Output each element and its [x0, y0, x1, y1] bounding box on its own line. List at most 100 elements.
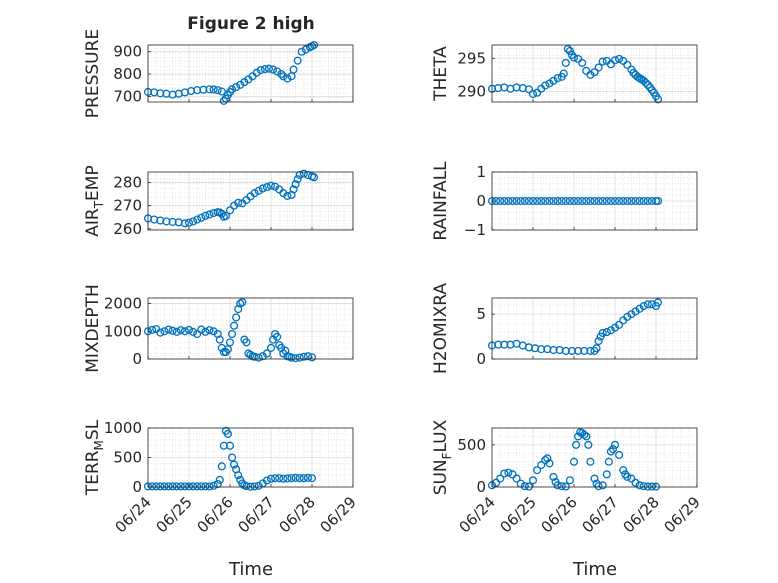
data-point: [283, 191, 292, 200]
data-point: [635, 481, 644, 490]
data-point: [213, 479, 222, 489]
subplot-theta: 290 295 THETA: [431, 44, 698, 104]
data-point: [176, 326, 185, 335]
data-point: [228, 453, 237, 462]
x-tick-label: 06/26: [538, 493, 581, 536]
data-point: [189, 482, 198, 491]
data-point: [537, 345, 546, 354]
data-point: [295, 474, 304, 483]
data-point: [533, 196, 542, 206]
data-point: [283, 474, 292, 483]
data-point: [164, 482, 173, 491]
data-point: [557, 482, 566, 491]
data-point: [176, 482, 185, 491]
data-point: [623, 312, 632, 321]
data-point: [528, 476, 538, 485]
data-point: [553, 196, 562, 206]
data-point: [635, 74, 644, 83]
data-point: [545, 79, 554, 88]
data-point: [236, 299, 245, 308]
data-point: [608, 445, 617, 454]
data-point: [254, 353, 263, 362]
data-point: [205, 326, 214, 335]
data-point: [590, 196, 599, 206]
data-point: [602, 470, 611, 479]
data-point: [647, 482, 656, 491]
data-point: [602, 328, 611, 337]
data-point: [569, 457, 579, 466]
data-point: [238, 298, 247, 307]
data-point: [619, 466, 628, 475]
data-point: [627, 310, 636, 319]
y-axis-label: RAINFALL: [431, 161, 451, 241]
y-tick-label: 0: [476, 192, 486, 210]
data-point: [557, 196, 566, 206]
data-point: [180, 327, 189, 336]
data-point: [275, 474, 284, 483]
data-point: [180, 219, 189, 228]
data-point: [619, 196, 628, 206]
data-point: [635, 304, 644, 313]
subplot-rainfall: −1 0 1 RAINFALL: [431, 161, 698, 241]
x-tick-label: 06/28: [620, 493, 663, 536]
data-point: [250, 189, 259, 198]
data-point: [172, 327, 181, 336]
axes-box: [491, 427, 698, 488]
plot-area: [148, 172, 353, 230]
data-point: [582, 196, 591, 206]
data-point: [197, 482, 206, 491]
data-point: [565, 196, 574, 206]
data-point: [586, 70, 595, 79]
data-point: [615, 196, 624, 206]
data-point: [590, 474, 599, 483]
data-point: [565, 46, 574, 56]
data-point: [516, 196, 525, 206]
data-point: [299, 352, 308, 361]
data-point: [217, 462, 226, 471]
data-point: [252, 68, 261, 77]
data-point: [604, 457, 613, 466]
data-point: [246, 350, 255, 359]
data-point: [623, 60, 632, 69]
y-axis-label: H2OMIXRA: [431, 283, 451, 374]
x-tick-label: 06/25: [153, 493, 196, 536]
data-point: [569, 53, 579, 62]
data-point: [528, 89, 538, 99]
data-point: [266, 181, 276, 190]
data-point: [567, 346, 576, 355]
data-point: [217, 87, 226, 96]
data-point: [230, 460, 239, 469]
y-tick-label: 270: [113, 197, 142, 215]
data-point: [584, 440, 593, 449]
data-point: [524, 85, 533, 94]
data-point: [496, 196, 505, 206]
data-point: [598, 481, 607, 490]
y-tick-label: 900: [113, 43, 142, 61]
data-point: [541, 81, 550, 90]
data-point: [594, 63, 603, 72]
data-point: [277, 70, 286, 79]
data-point: [594, 196, 603, 206]
x-axis-label-left: Time: [228, 559, 273, 580]
data-point: [602, 196, 611, 206]
data-point: [598, 328, 607, 338]
data-point: [260, 65, 269, 74]
data-point: [295, 353, 304, 362]
data-point: [580, 430, 589, 439]
data-point: [610, 56, 620, 65]
data-point: [565, 476, 574, 485]
data-point: [494, 340, 503, 349]
y-tick-label: 800: [113, 65, 142, 83]
data-point: [639, 196, 648, 206]
data-point: [160, 327, 169, 336]
data-point: [279, 474, 288, 483]
data-point: [615, 54, 624, 63]
x-tick-label: 06/24: [112, 493, 155, 536]
data-point: [283, 74, 292, 83]
data-point: [569, 196, 579, 206]
data-point: [549, 196, 558, 206]
y-tick-label: −1: [464, 221, 486, 239]
data-point: [197, 325, 206, 334]
x-axis-label-right: Time: [572, 559, 617, 580]
